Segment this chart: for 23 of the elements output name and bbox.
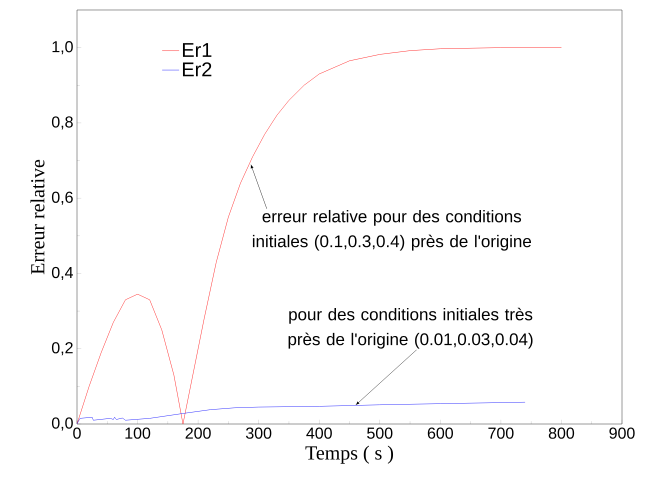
y-tick-label: 0,8 [52,116,73,130]
x-tick-label: 900 [609,428,635,439]
y-tick-label: 0,6 [52,192,73,205]
x-tick-label: 600 [428,428,453,439]
x-tick-label: 100 [125,428,150,439]
x-tick-label: 200 [186,428,211,439]
legend-label: Er2 [182,62,212,76]
y-axis-title: Erreur relative [30,160,44,274]
x-tick-label: 300 [246,428,272,439]
line-series [77,402,526,424]
y-tick-label: 0,2 [52,342,73,356]
y-tick-label: 0,4 [52,266,74,280]
legend-label: Er1 [182,43,212,57]
x-tick-label: 700 [488,428,514,439]
x-axis-title: Temps ( s ) [305,446,394,464]
annotation: erreur relative pour des conditions initiales (0.1,0.3,0.4) près de l'origine [252,210,532,251]
y-tick-label: 0,0 [52,417,73,431]
annotation: pour des conditions initiales très près de l'origine (0.01,0.03,0.04) [288,308,533,349]
x-tick-label: 400 [306,428,332,439]
x-tick-label: 800 [548,428,574,439]
y-tick-label: 1,0 [52,41,73,54]
x-tick-label: 0 [73,428,81,439]
x-tick-label: 500 [367,428,392,439]
